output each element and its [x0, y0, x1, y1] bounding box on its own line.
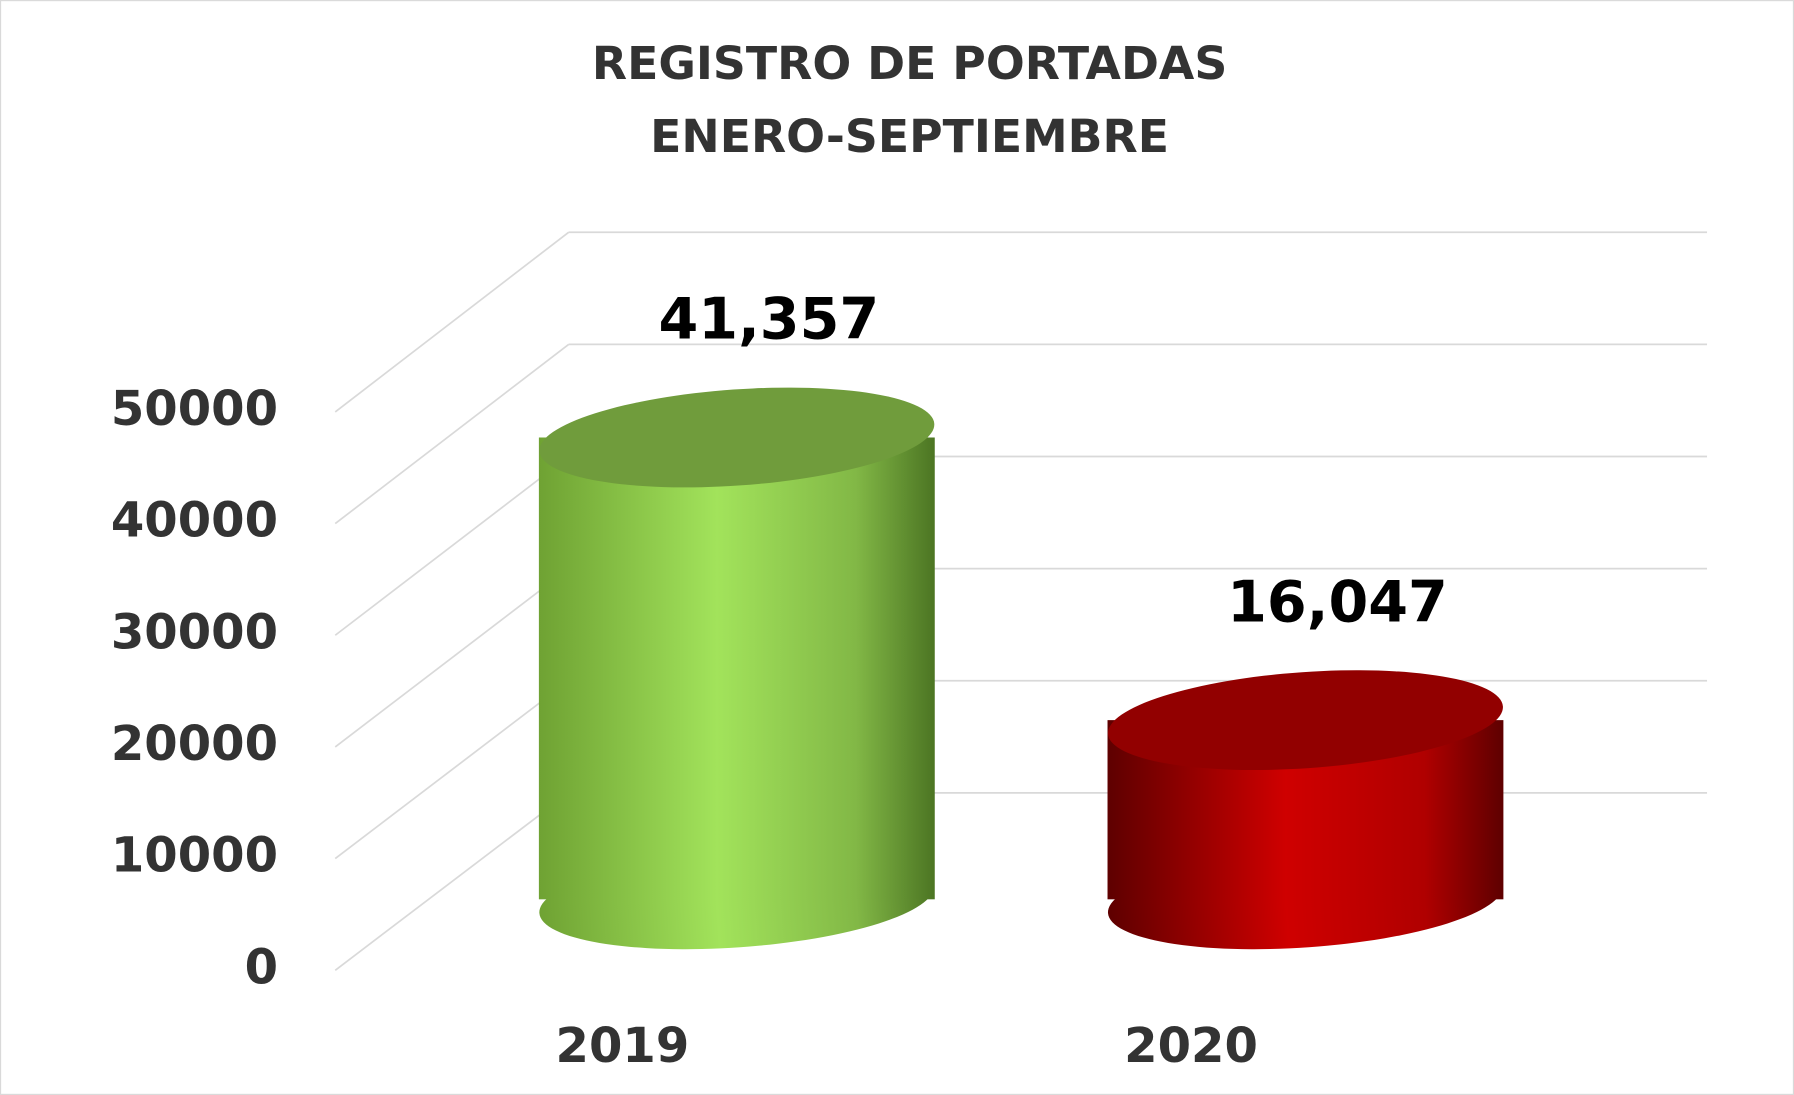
grid-line-side [334, 567, 570, 748]
bar [1107, 670, 1504, 950]
chart-subtitle: ENERO-SEPTIEMBRE [650, 110, 1169, 163]
grid-line-side [334, 343, 570, 525]
bar-body [538, 437, 935, 900]
chart-title: REGISTRO DE PORTADAS [592, 37, 1227, 90]
y-tick-label: 40000 [111, 493, 278, 549]
grid-line-side [334, 455, 570, 636]
y-tick-label: 30000 [111, 604, 278, 660]
grid-line-side [334, 680, 570, 860]
value-label: 41,357 [659, 287, 880, 353]
grid-line-side [334, 792, 570, 971]
y-tick-label: 50000 [111, 381, 278, 437]
y-tick-label: 0 [245, 939, 278, 995]
bar [538, 387, 935, 950]
x-tick-label: 2020 [1124, 1018, 1258, 1074]
bar-top [1107, 670, 1503, 771]
grid-line-side [334, 231, 570, 413]
y-tick-label: 10000 [111, 828, 278, 884]
value-label: 16,047 [1227, 569, 1448, 635]
bar-top [539, 387, 935, 488]
y-tick-label: 20000 [111, 716, 278, 772]
x-tick-label: 2019 [556, 1018, 690, 1074]
